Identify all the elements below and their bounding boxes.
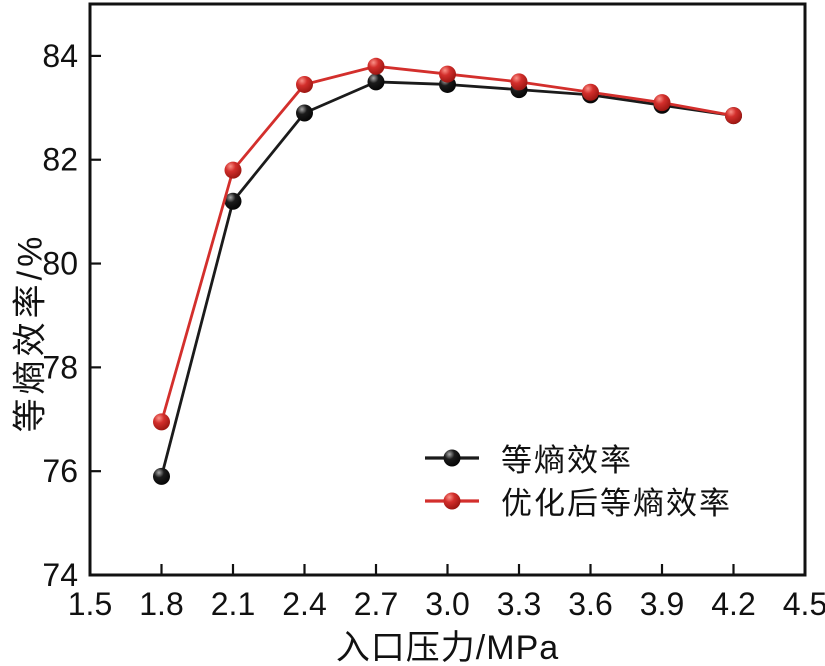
data-point [582, 83, 599, 101]
x-tick-label: 4.5 [783, 586, 825, 622]
y-tick-label: 80 [42, 246, 78, 282]
legend: 等熵效率 优化后等熵效率 [425, 436, 732, 522]
x-tick-label: 4.2 [711, 586, 755, 622]
y-axis-title: 等熵效率/% [11, 232, 50, 433]
legend-label: 优化后等熵效率 [501, 486, 732, 521]
data-point [367, 57, 385, 75]
x-tick-label: 3.3 [497, 586, 541, 622]
data-point [153, 467, 170, 485]
data-point [296, 75, 313, 93]
data-point [296, 104, 313, 122]
series-line-0 [160, 80, 734, 477]
x-tick-label: 2.1 [211, 586, 255, 622]
legend-item-base: 等熵效率 [425, 436, 732, 479]
data-point [367, 73, 385, 91]
line-marker-icon [425, 492, 479, 509]
x-tick-label: 3.0 [425, 586, 469, 622]
x-tick-label: 1.8 [139, 586, 183, 622]
y-tick-label: 82 [42, 142, 78, 178]
series-line-1 [160, 64, 734, 423]
y-tick-label: 74 [42, 557, 78, 593]
data-point [510, 73, 528, 91]
data-point [153, 413, 170, 431]
y-tick-label: 84 [42, 38, 78, 74]
x-axis-title: 入口压力/MPa [335, 629, 560, 666]
data-point [725, 107, 742, 125]
x-tick-label: 1.5 [68, 586, 112, 622]
legend-label: 等熵效率 [501, 443, 633, 478]
x-tick-label: 2.4 [282, 586, 326, 622]
data-point [224, 161, 242, 179]
y-tick-label: 78 [42, 349, 78, 385]
x-tick-label: 2.7 [354, 586, 398, 622]
data-point [224, 192, 242, 210]
x-tick-label: 3.9 [640, 586, 684, 622]
x-tick-label: 3.6 [568, 586, 612, 622]
data-point [653, 94, 671, 112]
line-marker-icon [425, 449, 479, 466]
y-tick-label: 76 [42, 453, 78, 489]
legend-item-optimized: 优化后等熵效率 [425, 479, 732, 522]
data-point [439, 65, 456, 83]
